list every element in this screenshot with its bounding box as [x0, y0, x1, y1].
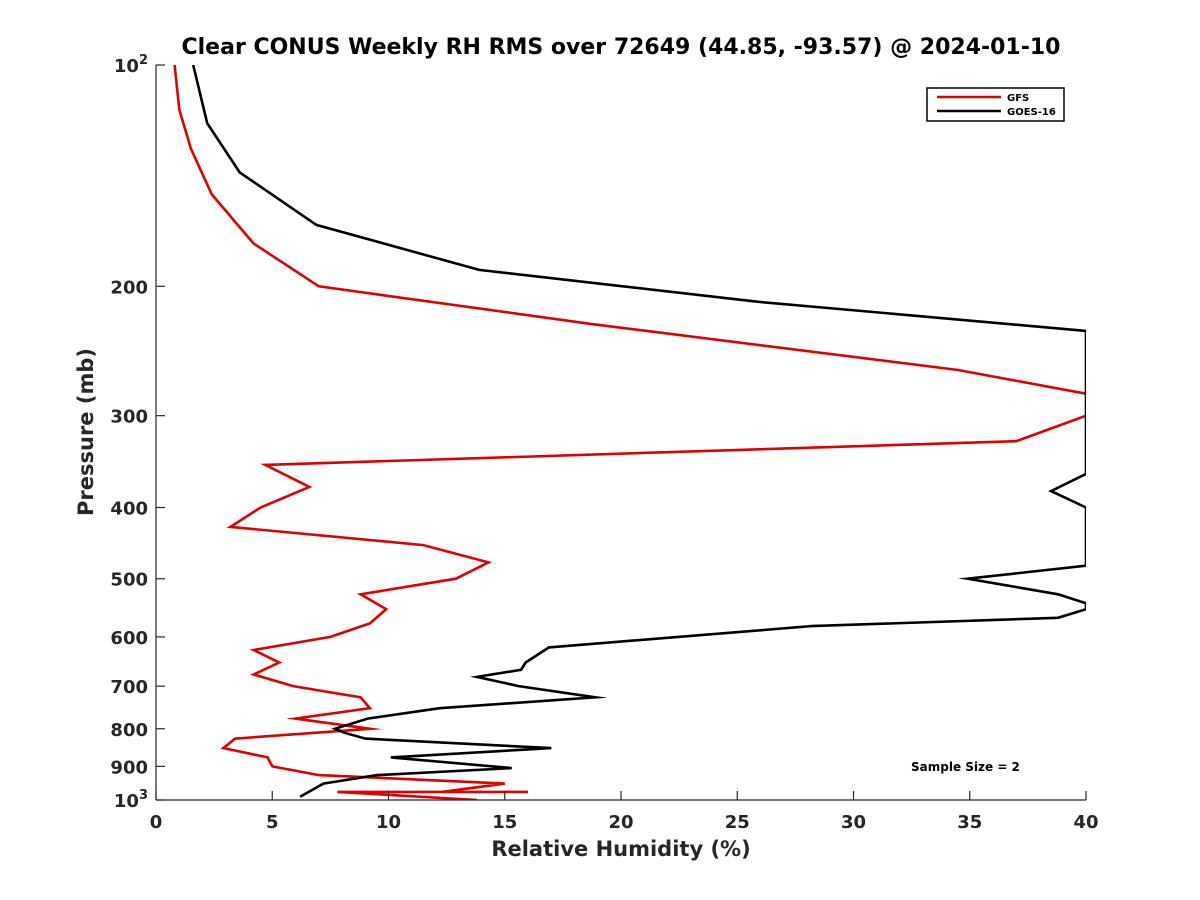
x-tick-label: 35	[957, 812, 982, 833]
y-tick-label: 900	[110, 757, 148, 778]
series-line-gfs	[173, 65, 1086, 800]
chart-title: Clear CONUS Weekly RH RMS over 72649 (44…	[182, 35, 1061, 60]
legend-label-gfs: GFS	[1007, 93, 1029, 104]
legend-label-goes-16: GOES-16	[1007, 107, 1056, 118]
y-tick-label: 800	[110, 720, 148, 741]
y-axis-label: Pressure (mb)	[74, 348, 98, 516]
y-tick-label: 103	[114, 788, 148, 812]
x-tick-label: 30	[841, 812, 866, 833]
x-axis-label: Relative Humidity (%)	[491, 837, 750, 861]
series-line-goes-16	[191, 65, 1086, 798]
y-axis-ticks: 102 200 300 400 500 600 700 800 900 103	[110, 53, 165, 812]
x-tick-label: 5	[266, 812, 279, 833]
plot-area-background	[156, 65, 1086, 800]
x-tick-label: 25	[725, 812, 750, 833]
x-tick-label: 15	[492, 812, 517, 833]
x-tick-label: 40	[1073, 812, 1098, 833]
y-tick-label: 700	[110, 677, 148, 698]
y-tick-label: 400	[110, 499, 148, 520]
y-tick-label: 300	[110, 407, 148, 428]
x-tick-label: 20	[608, 812, 633, 833]
y-tick-label: 200	[110, 277, 148, 298]
y-tick-label: 102	[114, 53, 148, 77]
legend: GFS GOES-16	[926, 87, 1065, 122]
legend-box	[926, 87, 1065, 122]
x-tick-label: 10	[376, 812, 401, 833]
y-tick-label: 600	[110, 628, 148, 649]
y-tick-label: 500	[110, 570, 148, 591]
sample-size-annotation: Sample Size = 2	[911, 760, 1020, 774]
series-layer	[173, 65, 1086, 800]
x-axis-ticks: 0 5 10 15 20 25 30 35 40	[150, 791, 1099, 833]
x-tick-label: 0	[150, 812, 163, 833]
